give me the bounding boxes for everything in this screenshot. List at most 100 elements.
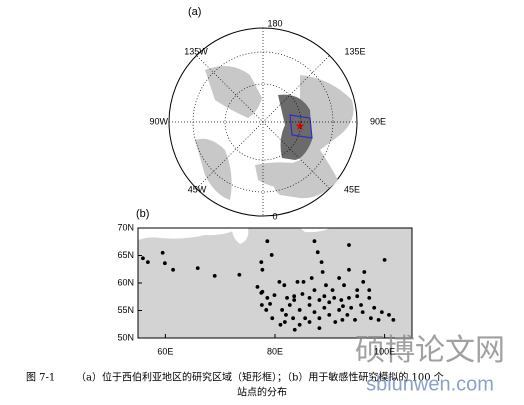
y-tick-label: 65N [117,250,134,260]
station [312,310,317,315]
station [333,320,338,324]
graticule [169,28,357,216]
station [341,304,345,308]
map-frame [138,228,412,338]
y-tick-label: 50N [117,332,134,342]
station [272,293,277,297]
caption-text: （a）位于西伯利亚地区的研究区域（矩形框）；（b）用于敏感性研究模拟的 100 … [76,371,444,384]
station [259,260,264,264]
station [297,322,302,327]
station [340,317,345,322]
station [327,300,332,305]
y-tick-label: 60N [117,277,134,287]
station [312,239,317,244]
station [237,272,242,277]
y-tick-label: 70N [117,222,134,232]
y-tick-label: 55N [117,305,134,315]
station [141,256,145,261]
station [270,316,275,321]
station [282,283,287,288]
station [259,303,264,307]
station [315,250,320,255]
station [260,267,265,272]
station [317,316,322,321]
station [347,243,351,247]
station [342,283,346,288]
station [312,288,317,293]
station [264,308,269,312]
station [301,280,306,284]
station [327,313,332,317]
station [332,295,337,300]
station [372,305,377,310]
caption-number: 图 7-1 [26,372,55,384]
star: ★ [295,119,306,133]
station [145,260,150,264]
lon-label: 90W [149,116,168,126]
station [265,295,270,300]
panel-label: (a) [188,6,201,18]
x-tick-label: 60E [157,346,173,356]
station [322,294,327,299]
panel-label: (b) [136,208,149,220]
station [278,322,283,327]
station [307,303,312,307]
station [361,280,366,284]
station [284,313,288,317]
watermark-url: sblunwen.com [366,373,494,395]
station [322,305,327,310]
lon-label: 135W [184,46,208,56]
station [347,267,351,272]
station [295,280,300,284]
station [287,303,292,307]
station [367,288,372,293]
station [345,313,350,317]
station [171,267,175,272]
land [195,66,354,200]
lon-label: 90E [370,116,386,126]
station [303,316,308,321]
station [265,239,270,244]
station [359,303,363,307]
station [360,310,365,315]
station [297,308,302,312]
station [355,288,360,293]
station [160,250,165,255]
x-tick-label: 100E [374,346,395,356]
station [317,298,322,302]
station [282,320,287,324]
lon-label: 135E [344,46,365,56]
x-tick-label: 80E [267,346,283,356]
station [324,283,328,288]
station [382,258,387,262]
station [292,298,297,302]
lon-label: 45W [188,184,207,194]
station [317,326,322,330]
station [285,295,289,300]
station [277,280,282,284]
station [391,317,396,322]
lon-label: 45E [344,184,360,194]
station [269,253,274,257]
study-land [278,94,312,160]
station [307,320,312,324]
station [376,317,381,322]
station [291,316,295,321]
station [292,327,297,332]
station [347,295,351,300]
station [268,302,272,306]
station [260,289,265,294]
station [337,276,342,280]
station [280,308,285,312]
ocean [138,228,330,244]
station [362,270,367,274]
station [319,260,324,264]
station [300,292,305,296]
station [309,276,314,280]
watermark: 硕博论文网 [355,333,505,368]
station [339,298,344,302]
station [212,273,217,278]
station [292,294,297,299]
